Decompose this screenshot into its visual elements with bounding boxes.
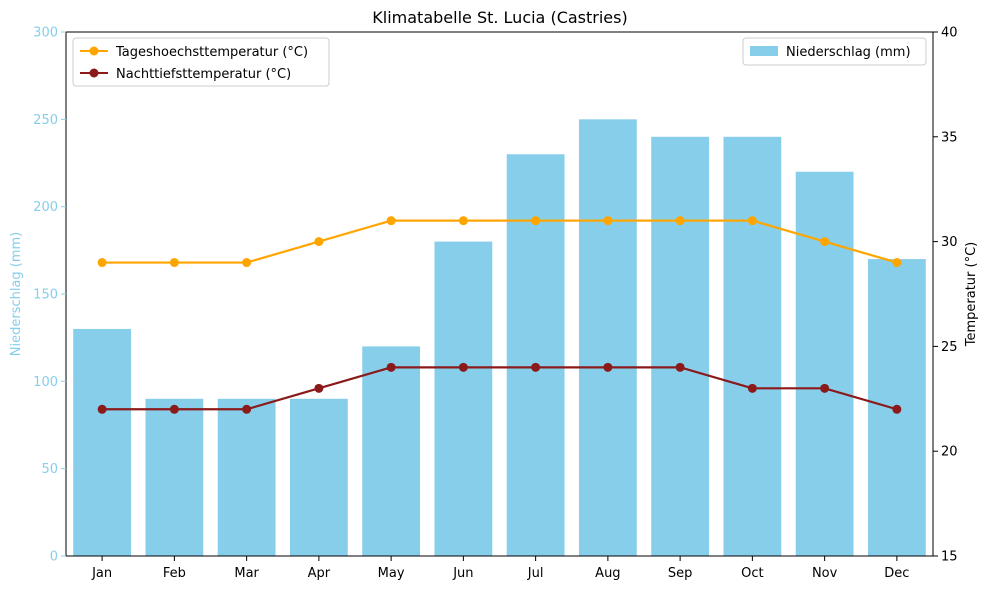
right-axis: 15 20 25 30 35 40 xyxy=(933,26,958,565)
precipitation-bar-feb xyxy=(145,398,204,556)
temperature-point-1-mar xyxy=(242,404,252,414)
x-tick-label: Feb xyxy=(163,566,186,581)
legend-high-marker xyxy=(89,46,99,56)
legend-temperature-box xyxy=(72,37,330,87)
chart-title: Klimatabelle St. Lucia (Castries) xyxy=(372,8,627,27)
temperature-point-0-dec xyxy=(892,258,902,268)
temperature-point-1-aug xyxy=(603,362,613,372)
temperature-point-0-oct xyxy=(747,216,757,226)
right-tick-label: 15 xyxy=(941,550,958,565)
x-tick-label: Mar xyxy=(234,566,259,581)
temperature-point-1-dec xyxy=(892,404,902,414)
right-tick-label: 20 xyxy=(941,445,958,460)
left-tick-label: 50 xyxy=(41,462,58,477)
left-tick-label: 250 xyxy=(33,113,58,128)
x-axis: Jan Feb Mar Apr May Jun Jul Aug Sep Oct Nov Dec xyxy=(91,556,909,581)
legend-precipitation-label: Niederschlag (mm) xyxy=(786,45,911,60)
left-axis-label: Niederschlag (mm) xyxy=(9,232,24,357)
temperature-point-0-sep xyxy=(675,216,685,226)
legend-low-marker xyxy=(89,68,99,78)
precipitation-bar-jul xyxy=(506,154,565,556)
x-tick-label: Jun xyxy=(452,566,473,581)
precipitation-bar-may xyxy=(362,346,421,556)
temperature-point-0-aug xyxy=(603,216,613,226)
left-tick-label: 300 xyxy=(33,26,58,41)
left-tick-label: 150 xyxy=(33,288,58,303)
x-tick-label: May xyxy=(378,566,405,581)
legend-high-label: Tageshoechsttemperatur (°C) xyxy=(115,45,308,60)
legend-item-low: Nachttiefsttemperatur (°C) xyxy=(80,67,291,82)
temperature-point-0-jul xyxy=(531,216,541,226)
temperature-point-1-oct xyxy=(747,383,757,393)
temperature-point-0-may xyxy=(386,216,396,226)
precipitation-bar-sep xyxy=(651,136,710,557)
precipitation-bar-apr xyxy=(289,398,348,556)
temperature-point-0-jun xyxy=(458,216,468,226)
legend-precipitation-box xyxy=(742,37,927,66)
precipitation-bar-oct xyxy=(723,136,782,557)
temperature-line-1 xyxy=(102,366,898,411)
temperature-point-0-mar xyxy=(242,258,252,268)
x-tick-label: Dec xyxy=(884,566,909,581)
left-tick-label: 0 xyxy=(50,550,58,565)
left-tick-label: 200 xyxy=(33,200,58,215)
temperature-point-1-jan xyxy=(97,404,107,414)
right-axis-label: Temperatur (°C) xyxy=(964,242,979,348)
temperature-lines xyxy=(97,216,902,414)
legend-item-high: Tageshoechsttemperatur (°C) xyxy=(80,45,308,60)
temperature-point-1-apr xyxy=(314,383,324,393)
temperature-line-0 xyxy=(102,219,898,264)
x-tick-label: Jul xyxy=(527,566,544,581)
left-axis: 0 50 100 150 200 250 300 xyxy=(33,26,66,565)
legend-precipitation-swatch xyxy=(750,46,778,56)
right-tick-label: 40 xyxy=(941,26,958,41)
x-tick-label: Aug xyxy=(595,566,620,581)
precipitation-bar-nov xyxy=(795,171,854,556)
temperature-point-0-nov xyxy=(820,237,830,247)
left-tick-label: 100 xyxy=(33,375,58,390)
precipitation-bar-jun xyxy=(434,241,493,556)
right-tick-label: 25 xyxy=(941,340,958,355)
x-tick-label: Nov xyxy=(812,566,838,581)
precipitation-bars xyxy=(73,119,926,557)
precipitation-bar-jan xyxy=(73,328,132,556)
temperature-point-1-may xyxy=(386,362,396,372)
x-tick-label: Apr xyxy=(308,566,331,581)
legend-temperature: Tageshoechsttemperatur (°C) Nachttiefstt… xyxy=(72,37,330,87)
temperature-point-0-apr xyxy=(314,237,324,247)
x-tick-label: Oct xyxy=(741,566,763,581)
temperature-point-0-feb xyxy=(169,258,179,268)
precipitation-bar-mar xyxy=(217,398,276,556)
temperature-point-1-feb xyxy=(169,404,179,414)
temperature-point-1-jun xyxy=(458,362,468,372)
legend-precipitation: Niederschlag (mm) xyxy=(742,37,927,66)
legend-low-label: Nachttiefsttemperatur (°C) xyxy=(116,67,291,82)
temperature-point-0-jan xyxy=(97,258,107,268)
precipitation-bar-aug xyxy=(578,119,637,556)
x-tick-label: Jan xyxy=(91,566,112,581)
right-tick-label: 30 xyxy=(941,235,958,250)
x-tick-label: Sep xyxy=(668,566,693,581)
temperature-point-1-nov xyxy=(820,383,830,393)
right-tick-label: 35 xyxy=(941,130,958,145)
temperature-point-1-jul xyxy=(531,362,541,372)
temperature-point-1-sep xyxy=(675,362,685,372)
